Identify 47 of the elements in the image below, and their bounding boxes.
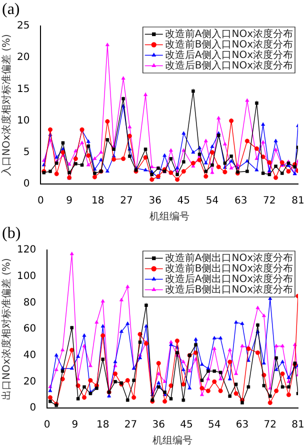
x-axis-title: 机组编号	[149, 210, 190, 223]
x-tick-label: 36	[148, 196, 162, 207]
x-tick-label: 63	[236, 420, 249, 431]
x-tick-label: 72	[263, 196, 276, 207]
x-tick-label: 18	[96, 420, 110, 431]
y-tick-label: 20	[23, 376, 36, 388]
y-tick-label: 120	[16, 244, 36, 256]
y-tick-label: 20	[16, 52, 30, 64]
x-tick-label: 81	[292, 420, 304, 431]
legend-label: 改造前B侧出口NOx浓度分布	[164, 262, 294, 274]
x-tick-label: 18	[92, 196, 104, 207]
x-tick-label: 0	[44, 420, 50, 431]
x-tick-label: 45	[177, 196, 190, 207]
x-axis-title: 机组编号	[152, 434, 193, 447]
y-tick-label: 10	[16, 115, 30, 126]
y-axis-title: 入口NOx浓度相对标准偏差 (%)	[0, 34, 13, 176]
y-axis-title: 出口NOx浓度相对标准偏差 (%)	[0, 258, 13, 400]
legend-label: 改造前B侧入口NOx浓度分布	[164, 38, 294, 50]
legend-label: 改造后A侧入口NOx浓度分布	[164, 48, 293, 61]
y-tick-label: 5	[23, 146, 30, 158]
x-tick-label: 27	[124, 420, 138, 431]
legend-label: 改造后A侧出口NOx浓度分布	[164, 272, 293, 285]
x-tick-label: 54	[208, 420, 221, 431]
x-tick-label: 0	[38, 196, 44, 207]
legend-label: 改造前A侧入口NOx浓度分布	[164, 28, 293, 40]
x-tick-label: 27	[120, 196, 133, 207]
y-tick-label: 25	[16, 20, 30, 32]
x-tick-label: 63	[234, 196, 248, 207]
x-tick-label: 9	[72, 420, 78, 431]
x-tick-label: 45	[180, 420, 193, 431]
y-tick-label: 0	[30, 402, 36, 414]
legend-label: 改造后B侧出口NOx浓度分布	[164, 283, 294, 296]
y-tick-label: 0	[23, 178, 30, 190]
legend-label: 改造后B侧入口NOx浓度分布	[164, 59, 294, 72]
legend-label: 改造前A侧出口NOx浓度分布	[164, 252, 293, 264]
y-tick-label: 80	[23, 297, 36, 308]
y-tick-label: 15	[16, 84, 30, 95]
x-tick-label: 36	[152, 420, 165, 431]
chart-title: (b)	[2, 225, 21, 242]
y-tick-label: 40	[23, 350, 36, 361]
y-tick-label: 60	[23, 324, 36, 335]
x-tick-label: 54	[206, 196, 219, 207]
x-tick-label: 81	[292, 196, 304, 207]
y-tick-label: 100	[16, 270, 36, 282]
x-tick-label: 72	[264, 420, 276, 431]
x-tick-label: 9	[66, 196, 72, 207]
chart-title: (a)	[2, 1, 20, 18]
